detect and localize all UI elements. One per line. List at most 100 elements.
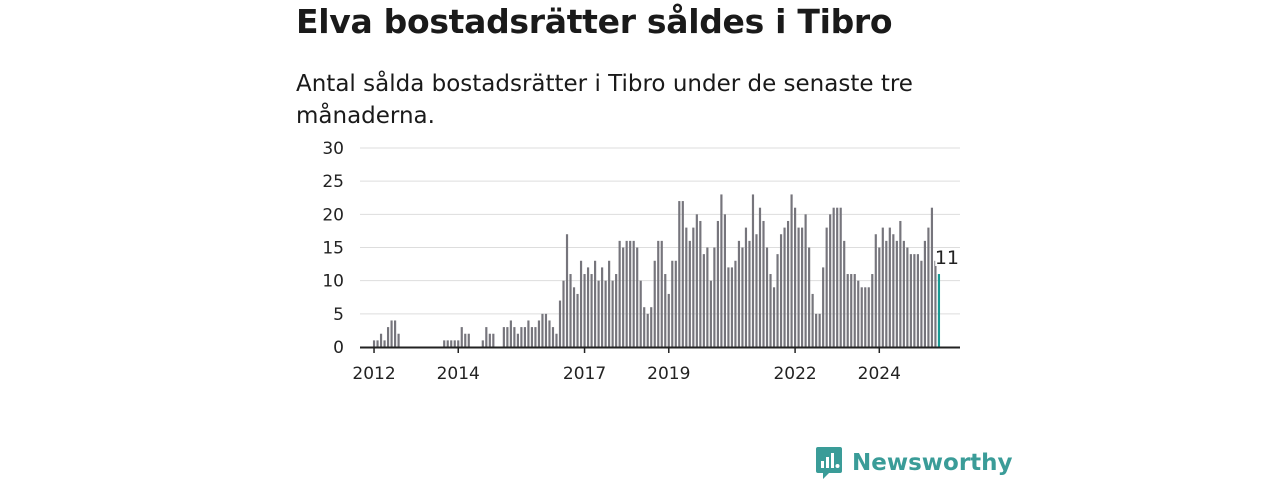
x-tick-label: 2014 [437, 364, 480, 384]
bar [913, 254, 916, 347]
bar [523, 327, 526, 347]
bar [397, 333, 400, 347]
bar [594, 260, 597, 347]
y-tick-label: 20 [322, 205, 344, 225]
x-tick-label: 2024 [858, 364, 901, 384]
bar [829, 214, 832, 347]
bar [376, 340, 379, 347]
newsworthy-logo[interactable]: Newsworthy [815, 446, 1013, 480]
x-tick-label: 2012 [352, 364, 395, 384]
annotations: 11 [933, 245, 961, 271]
bar [695, 214, 698, 347]
bar [874, 234, 877, 347]
bar [611, 280, 614, 347]
bar [751, 194, 755, 347]
y-axis-ticks: 0 5 10 15 20 25 30 [322, 139, 344, 358]
y-tick-label: 25 [322, 172, 344, 192]
bar [808, 247, 811, 347]
bar [772, 287, 776, 347]
bar [902, 240, 905, 347]
x-tick-label: 2022 [773, 364, 816, 384]
bar [615, 274, 618, 347]
bar [569, 274, 572, 347]
bar [832, 207, 835, 347]
bar [457, 340, 460, 347]
bar [825, 227, 828, 347]
bar [622, 247, 625, 347]
bar [853, 274, 856, 347]
bar [822, 267, 825, 347]
bar [379, 333, 383, 347]
bar [681, 201, 684, 347]
bar [688, 240, 691, 347]
brand-name: Newsworthy [852, 450, 1013, 476]
bar [934, 260, 937, 347]
bar [678, 201, 681, 347]
bar [664, 274, 667, 347]
bar [653, 260, 656, 347]
bar [909, 254, 912, 347]
bar [797, 227, 800, 347]
bar [846, 274, 849, 347]
bar [608, 260, 611, 347]
bar [572, 287, 576, 347]
bar [660, 240, 663, 347]
bar [776, 254, 779, 347]
x-axis: 2012 2014 2017 2019 2022 2024 [352, 346, 960, 384]
bar [741, 247, 744, 347]
x-tick-label: 2019 [647, 364, 690, 384]
bar [916, 254, 919, 347]
chart-title: Elva bostadsrätter såldes i Tibro [296, 2, 893, 41]
bar [811, 293, 814, 347]
bar [629, 240, 632, 347]
bar [923, 240, 926, 347]
bar [744, 227, 748, 347]
bar [713, 247, 716, 347]
bar [906, 247, 909, 347]
bar [674, 260, 677, 347]
chart-subtitle: Antal sålda bostadsrätter i Tibro under … [296, 71, 913, 129]
bar [930, 207, 934, 347]
bar [790, 194, 793, 347]
bar [443, 340, 446, 347]
bar [530, 327, 534, 347]
bar [541, 313, 544, 347]
bar [786, 220, 790, 347]
bar [488, 333, 491, 347]
bar [516, 333, 519, 347]
bar [867, 287, 870, 347]
bar [386, 327, 390, 347]
bar [513, 327, 516, 347]
bar [460, 327, 463, 347]
bar [372, 340, 376, 347]
bar [467, 333, 470, 347]
bar [692, 227, 695, 347]
bar [527, 320, 530, 347]
bar [586, 267, 590, 347]
bar [927, 227, 930, 347]
bar [762, 220, 765, 347]
bar [548, 320, 551, 347]
bar [492, 333, 495, 347]
bar [794, 207, 797, 347]
bar [716, 220, 719, 347]
bar [565, 234, 569, 347]
y-tick-label: 30 [322, 139, 344, 159]
bar [783, 227, 786, 347]
bar [534, 327, 537, 347]
bar [706, 247, 709, 347]
bar [485, 327, 488, 347]
bar [590, 274, 593, 347]
bar [544, 313, 548, 347]
x-tick-label: 2017 [563, 364, 606, 384]
bar [446, 340, 449, 347]
bar [888, 227, 891, 347]
bar [555, 333, 558, 347]
bar [390, 320, 393, 347]
bars [372, 194, 941, 347]
bar [625, 240, 628, 347]
bar [885, 240, 888, 347]
bar [450, 340, 453, 347]
bar [657, 240, 660, 347]
bar [801, 227, 804, 347]
